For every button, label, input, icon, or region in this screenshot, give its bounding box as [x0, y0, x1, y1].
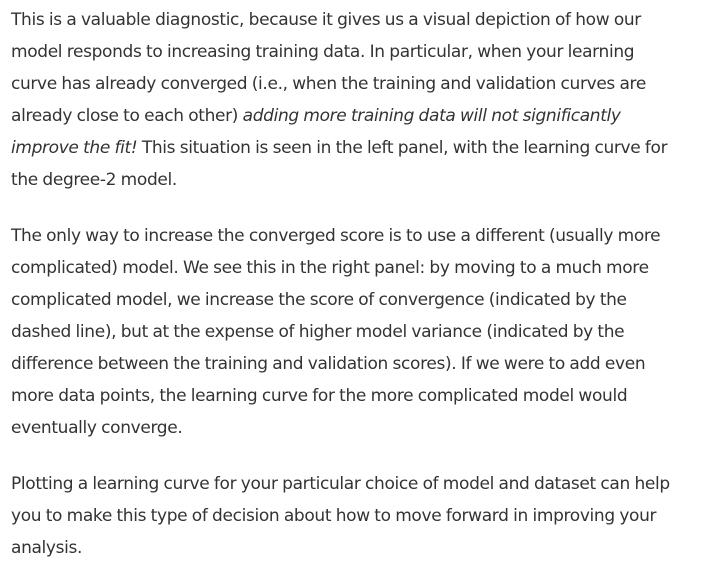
text-line: complicated) model. We see this in the r…: [11, 258, 649, 278]
paragraph-converged-score: The only way to increase the converged s…: [11, 220, 707, 444]
emphasis-text: improve the fit!: [11, 138, 138, 158]
text-line: improve the fit! This situation is seen …: [11, 138, 668, 158]
text-line: curve has already converged (i.e., when …: [11, 74, 646, 94]
text-line: difference between the training and vali…: [11, 354, 646, 374]
text-line: The only way to increase the converged s…: [11, 226, 661, 246]
text-line: the degree-2 model.: [11, 170, 177, 190]
text-line: analysis.: [11, 538, 83, 558]
text-line: already close to each other) adding more…: [11, 106, 621, 126]
text-line: Plotting a learning curve for your parti…: [11, 474, 670, 494]
paragraph-plotting-advice: Plotting a learning curve for your parti…: [11, 468, 707, 564]
text-line: you to make this type of decision about …: [11, 506, 657, 526]
text-line: dashed line), but at the expense of high…: [11, 322, 625, 342]
text-line: model responds to increasing training da…: [11, 42, 635, 62]
text-line: eventually converge.: [11, 418, 183, 438]
text-line: This is a valuable diagnostic, because i…: [11, 10, 641, 30]
paragraph-learning-curve-diagnostic: This is a valuable diagnostic, because i…: [11, 4, 707, 196]
emphasis-text: adding more training data will not signi…: [242, 106, 621, 126]
text-line: complicated model, we increase the score…: [11, 290, 627, 310]
text-line: more data points, the learning curve for…: [11, 386, 628, 406]
